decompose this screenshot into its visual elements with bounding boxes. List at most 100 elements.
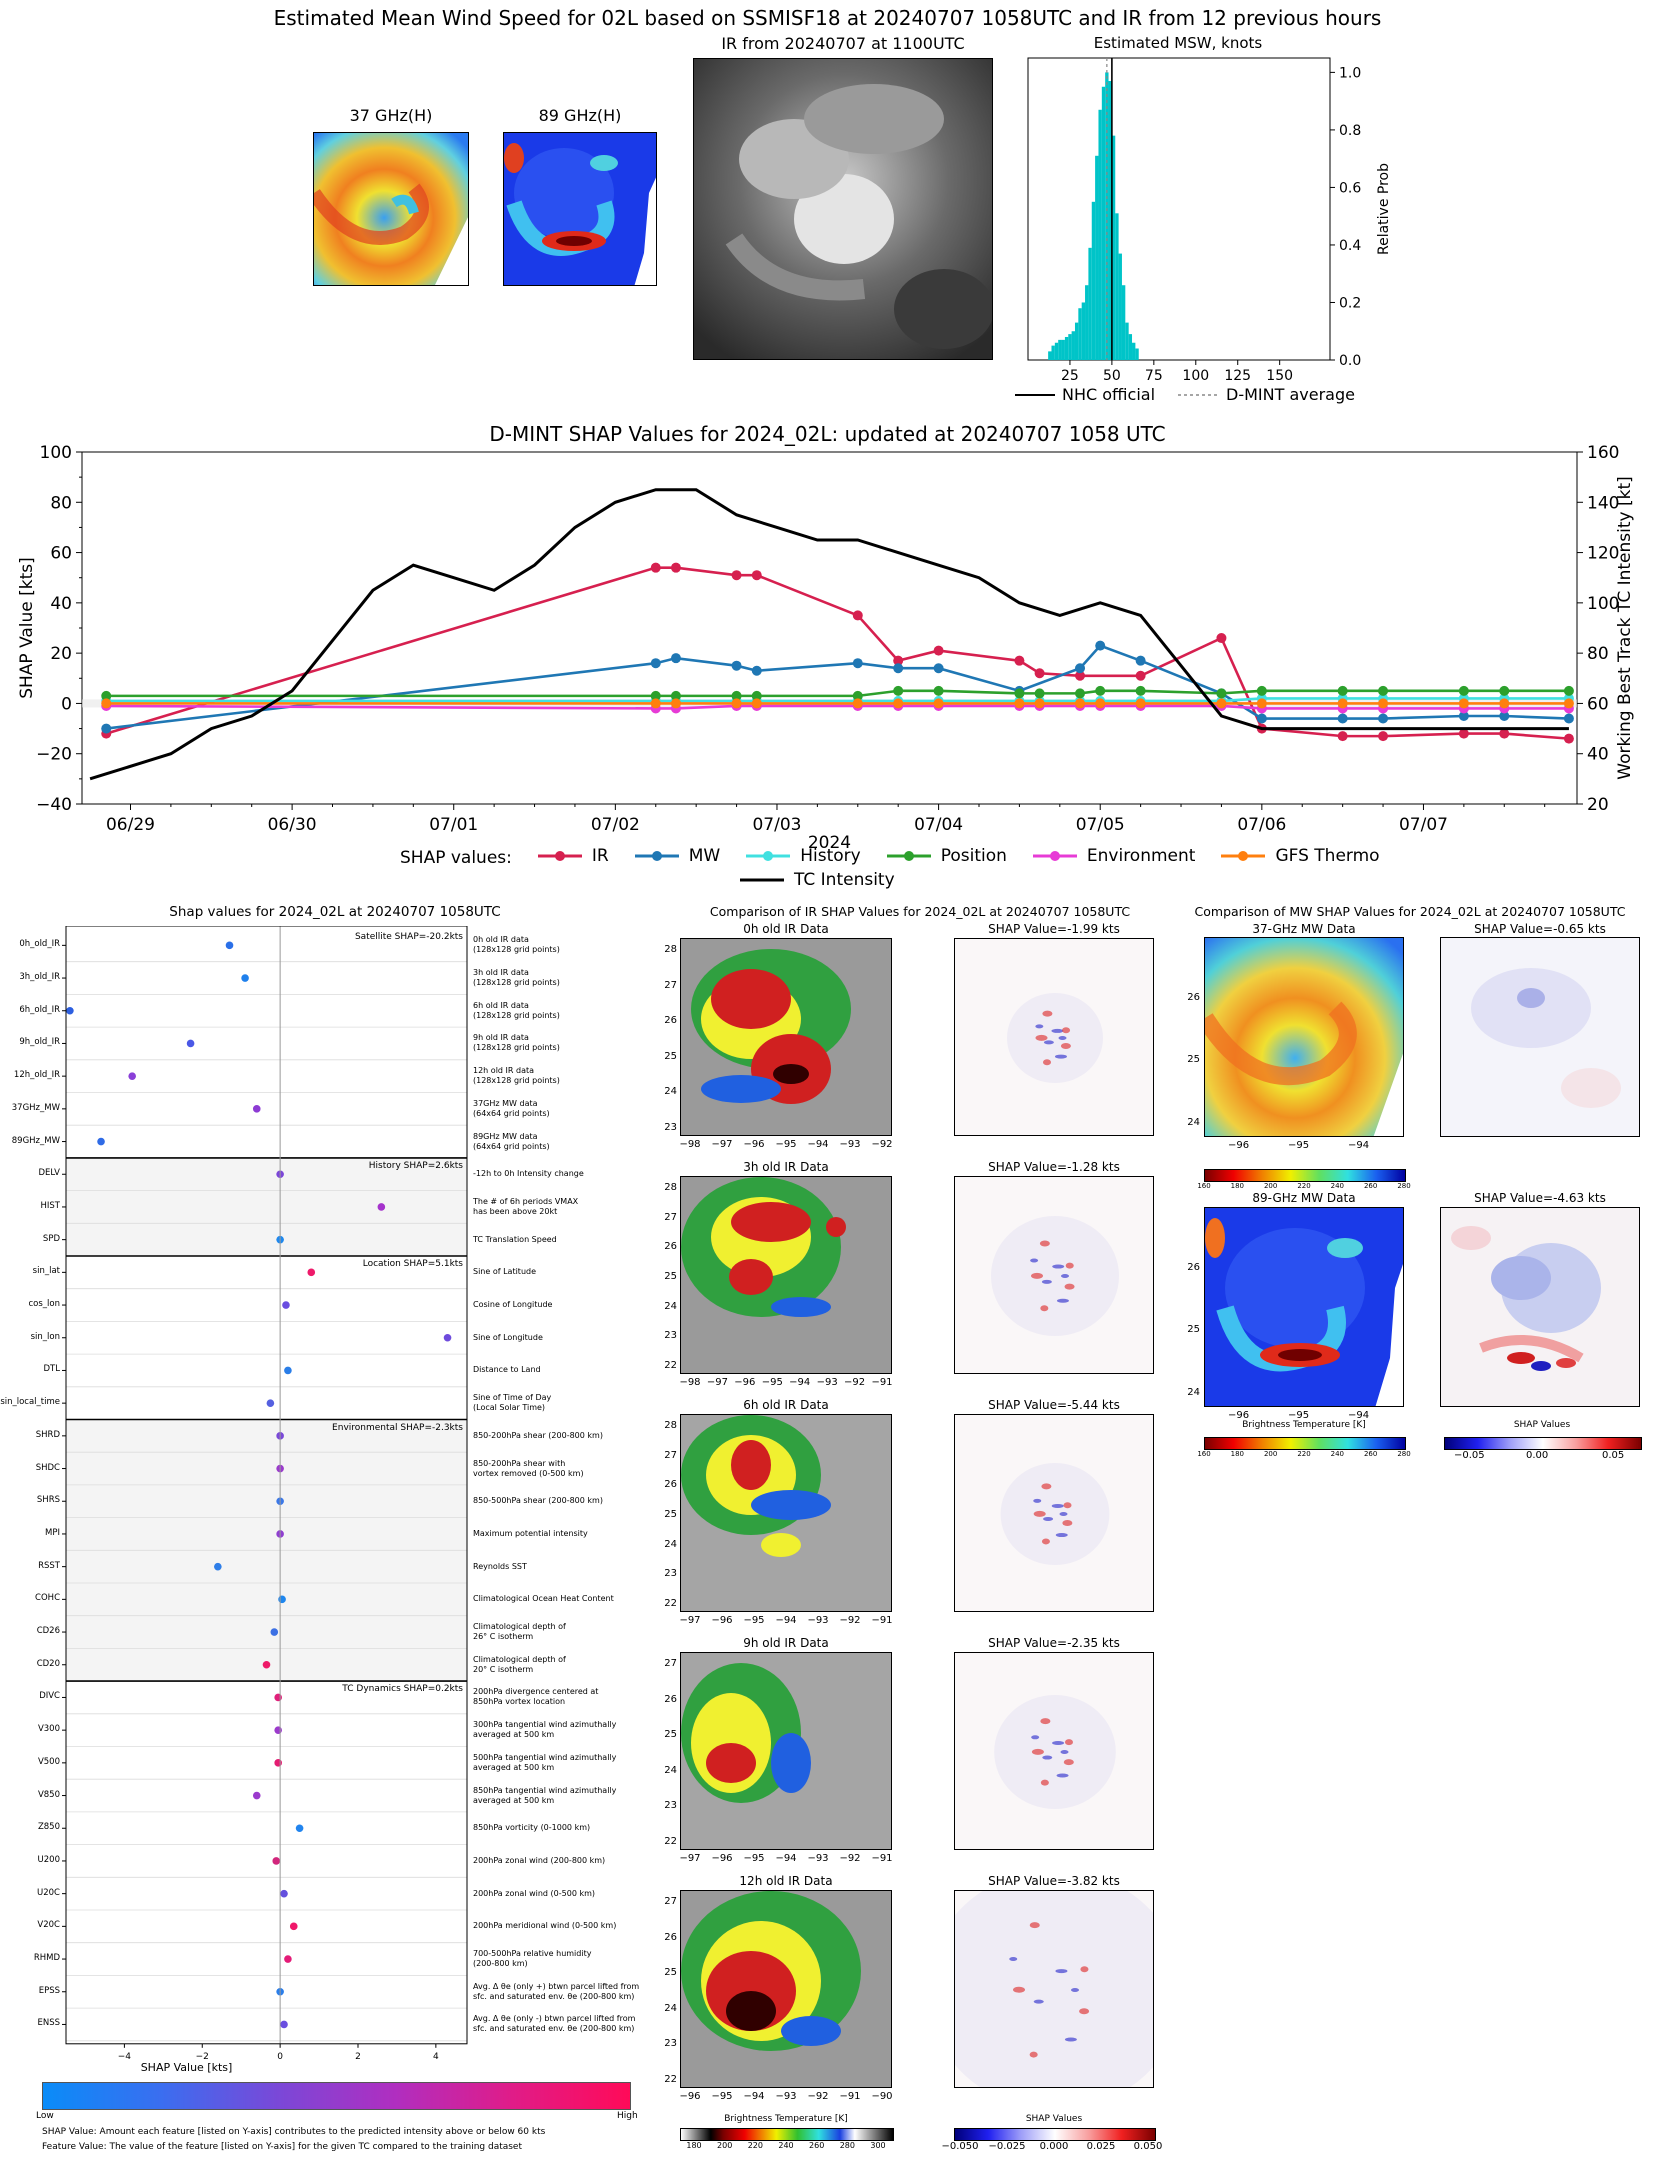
- series-point-mw: [650, 658, 661, 669]
- ts-legend-item: Position: [886, 846, 1007, 866]
- series-point-gfs-thermo: [650, 698, 661, 709]
- ir-xtick-label: −91: [871, 1377, 893, 1388]
- mw-cbar-tick: 200: [1263, 1450, 1278, 1458]
- feature-label: U200: [37, 1854, 60, 1865]
- feature-shap-point: [289, 1922, 298, 1931]
- feature-label: EPSS: [38, 1985, 60, 1996]
- feature-label: COHC: [35, 1593, 60, 1604]
- feature-description: -12h to 0h Intensity change: [473, 1169, 584, 1179]
- hist-bar: [1091, 201, 1096, 360]
- feature-description: Sine of Longitude: [473, 1332, 543, 1342]
- ir-xtick-label: −93: [807, 1853, 829, 1864]
- series-point-position: [1095, 685, 1106, 696]
- mw-cbar-tick: 200: [1263, 1182, 1278, 1190]
- series-point-gfs-thermo: [1095, 698, 1106, 709]
- ts-xtick-label: 07/06: [1237, 815, 1286, 835]
- series-point-ir: [731, 570, 742, 581]
- ir-title: IR from 20240707 at 1100UTC: [721, 34, 965, 53]
- feature-label: DELV: [38, 1168, 60, 1179]
- feature-value-colorbar: [42, 2082, 631, 2110]
- ir-xtick-label: −92: [871, 1139, 893, 1150]
- feature-description: 700-500hPa relative humidity (200-800 km…: [473, 1949, 592, 1969]
- ir-ytick-label: 24: [664, 1300, 677, 1312]
- ir-xtick-label: −98: [679, 1139, 701, 1150]
- mw37-image: [313, 132, 469, 286]
- feature-xlabel: SHAP Value [kts]: [141, 2061, 233, 2074]
- series-point-gfs-thermo: [1075, 698, 1086, 709]
- feature-group-shade: [66, 1157, 467, 1256]
- feature-label: 0h_old_IR: [19, 939, 60, 950]
- ir-ytick-label: 26: [664, 1931, 677, 1943]
- ts-y2tick-label: 140: [1587, 493, 1619, 513]
- mw37-data-title: 37-GHz MW Data: [1252, 922, 1356, 936]
- hist-bar: [1088, 247, 1092, 360]
- feature-shap-point: [128, 1072, 136, 1080]
- ts-y2tick-label: 120: [1587, 544, 1619, 564]
- ir-xtick-label: −95: [711, 2091, 733, 2102]
- ts-legend-item: IR: [537, 846, 609, 866]
- ir-bt-colorbar: [680, 2128, 894, 2141]
- ts-legend-item: History: [746, 846, 861, 866]
- mw-cbar-tick: 160: [1197, 1182, 1211, 1190]
- feature-label: HIST: [40, 1200, 61, 1211]
- hist-bar: [1051, 345, 1055, 360]
- ir-xtick-label: −95: [775, 1139, 797, 1150]
- ts-y2tick-label: 40: [1587, 745, 1609, 765]
- series-point-position: [1216, 688, 1227, 699]
- ir-shap-colorbar-tick: −0.050: [941, 2141, 979, 2152]
- series-point-ir: [1337, 731, 1348, 742]
- feature-label: Z850: [37, 1822, 60, 1833]
- colorbar-high-label: High: [617, 2111, 638, 2121]
- series-point-mw: [751, 665, 762, 676]
- feature-label: DIVC: [39, 1691, 60, 1702]
- mw37-yticks: 26 25 24: [1187, 992, 1200, 1128]
- ir-ytick-label: 26: [664, 1015, 677, 1027]
- hist-xtick-label: 25: [1061, 368, 1079, 384]
- hist-title: Estimated MSW, knots: [1093, 34, 1263, 52]
- ir-xtick-label: −96: [711, 1853, 733, 1864]
- hist-bar: [1071, 331, 1075, 360]
- mw89-xticks: −96 −95 −94: [1228, 1410, 1370, 1421]
- feature-description: Reynolds SST: [473, 1561, 527, 1571]
- ir-image: [693, 58, 993, 360]
- ir-ytick-label: 23: [664, 2038, 677, 2050]
- ir-bt-colorbar-title: Brightness Temperature [K]: [724, 2114, 848, 2124]
- ir-ytick-label: 28: [664, 1182, 677, 1193]
- series-point-ir: [933, 645, 944, 656]
- ts-frame: [81, 451, 1578, 805]
- series-point-ir: [670, 562, 681, 573]
- mw-cbar-tick: 280: [1397, 1450, 1411, 1458]
- ir-ytick-label: 25: [664, 1050, 677, 1062]
- feature-shap-point: [278, 1595, 286, 1604]
- ts-legend-row2: TC Intensity: [740, 870, 921, 891]
- ir-xtick-label: −92: [839, 1853, 861, 1864]
- mw89-shap-title: SHAP Value=-4.63 kts: [1474, 1191, 1606, 1205]
- hist-bar: [1115, 213, 1119, 360]
- hist-xtick-label: 125: [1224, 368, 1251, 384]
- feature-label: V850: [37, 1789, 60, 1800]
- feature-description: 37GHz MW data (64x64 grid points): [473, 1098, 550, 1118]
- ts-legend-row1: SHAP values: IR MW History Position Environme…: [400, 846, 1380, 868]
- ir-xtick-label: −91: [839, 2091, 861, 2102]
- ts-ytick-label: 60: [50, 544, 72, 564]
- ir-bt-colorbar-tick: 180: [686, 2141, 702, 2150]
- ts-ytick-label: −40: [36, 795, 72, 815]
- hist-bar: [1128, 334, 1133, 360]
- mw-cbar-tick: 180: [1230, 1182, 1245, 1190]
- hist-bar: [1121, 285, 1126, 360]
- hist-ytick-label: 1.0: [1339, 65, 1361, 81]
- feature-description: Cosine of Longitude: [473, 1300, 553, 1310]
- mw37-cbar-ticks: 160 180 200 220 240 260 280: [1197, 1182, 1410, 1192]
- series-point-mw: [1256, 713, 1267, 724]
- series-point-gfs-thermo: [1378, 698, 1389, 709]
- ts-legend-item: GFS Thermo: [1221, 846, 1380, 866]
- ir-ytick-label: 27: [664, 1896, 677, 1907]
- hist-bar: [1048, 351, 1052, 360]
- ir-xtick-label: −97: [706, 1377, 728, 1388]
- ts-ytick-label: 80: [50, 493, 72, 513]
- feature-frame: [65, 926, 468, 2045]
- feature-label: sin_lon: [30, 1331, 60, 1342]
- series-point-mw: [101, 723, 112, 734]
- feature-shap-point: [252, 1791, 261, 1800]
- ir-xtick-label: −97: [679, 1615, 701, 1626]
